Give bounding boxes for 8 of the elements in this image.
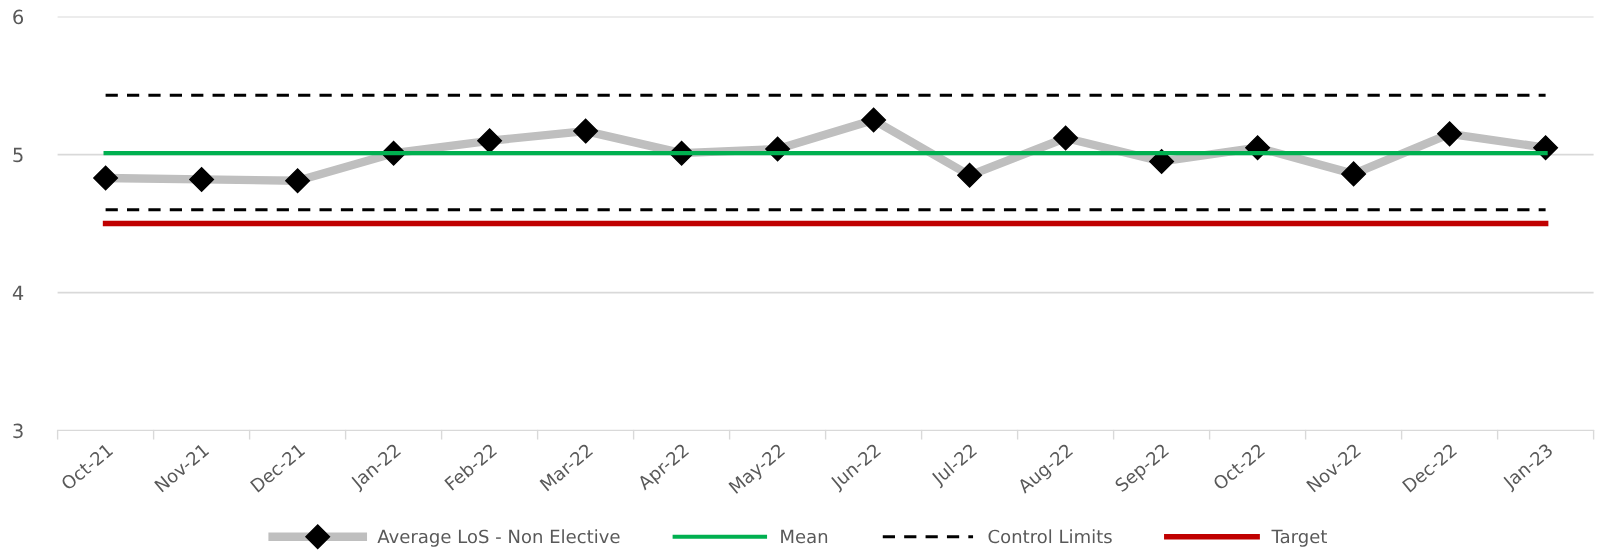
y-tick-label: 5 xyxy=(13,147,23,163)
legend-label: Target xyxy=(1271,529,1327,547)
y-tick-label: 3 xyxy=(13,423,23,439)
y-tick-label: 4 xyxy=(12,285,24,300)
legend-label: Mean xyxy=(781,529,828,544)
legend-label: Average LoS - Non Elective xyxy=(377,529,620,547)
legend-label: Control Limits xyxy=(988,529,1112,544)
y-tick-label: 6 xyxy=(13,9,24,25)
